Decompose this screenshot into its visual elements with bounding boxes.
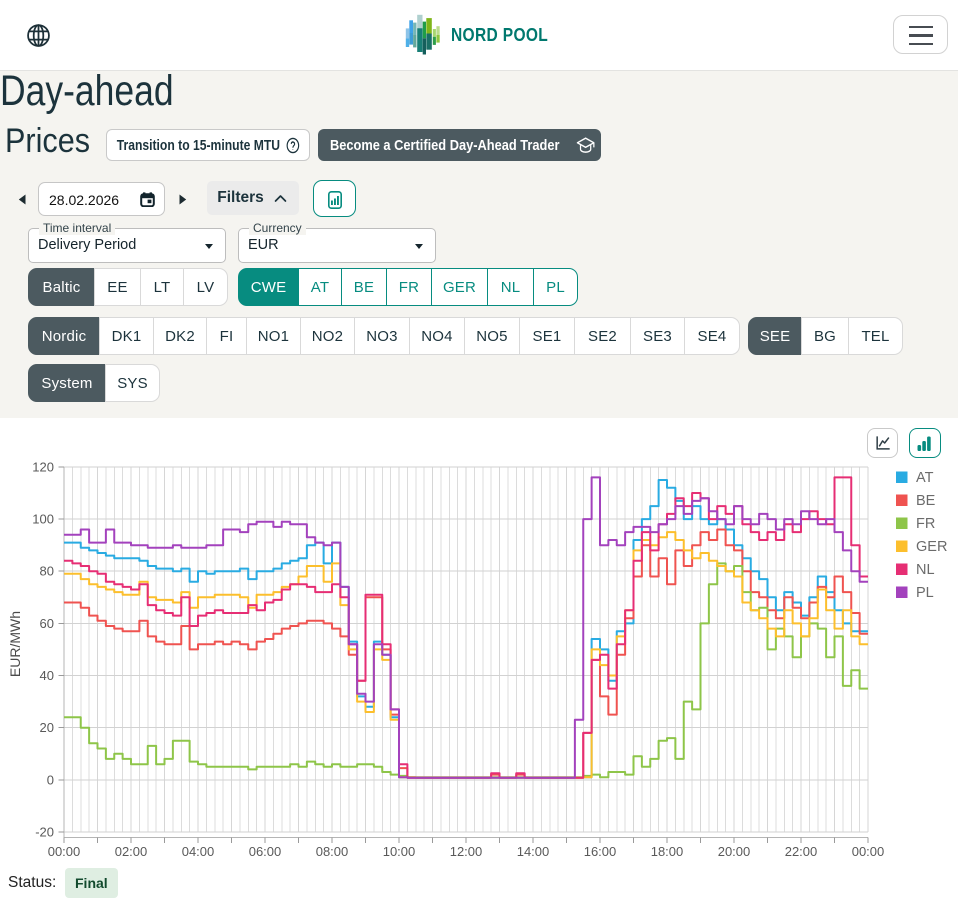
svg-text:00:00: 00:00 [852,844,885,859]
svg-text:FR: FR [916,516,935,532]
svg-text:04:00: 04:00 [182,844,215,859]
svg-text:-20: -20 [35,824,54,839]
svg-text:80: 80 [40,564,54,579]
svg-text:10:00: 10:00 [383,844,416,859]
svg-text:20: 20 [40,720,54,735]
svg-text:PL: PL [916,585,934,601]
svg-text:0: 0 [47,772,54,787]
svg-text:GER: GER [916,539,947,555]
svg-text:60: 60 [40,616,54,631]
svg-text:BE: BE [916,493,936,509]
svg-text:EUR/MWh: EUR/MWh [7,611,23,677]
svg-text:20:00: 20:00 [718,844,751,859]
svg-text:AT: AT [916,470,934,486]
svg-text:14:00: 14:00 [517,844,550,859]
svg-text:100: 100 [32,512,54,527]
svg-text:08:00: 08:00 [316,844,349,859]
svg-text:120: 120 [32,460,54,475]
svg-text:NL: NL [916,562,935,578]
svg-text:06:00: 06:00 [249,844,282,859]
svg-text:02:00: 02:00 [115,844,148,859]
svg-text:18:00: 18:00 [651,844,684,859]
svg-text:40: 40 [40,668,54,683]
svg-text:00:00: 00:00 [48,844,81,859]
svg-text:12:00: 12:00 [450,844,483,859]
svg-text:16:00: 16:00 [584,844,617,859]
svg-text:22:00: 22:00 [785,844,818,859]
